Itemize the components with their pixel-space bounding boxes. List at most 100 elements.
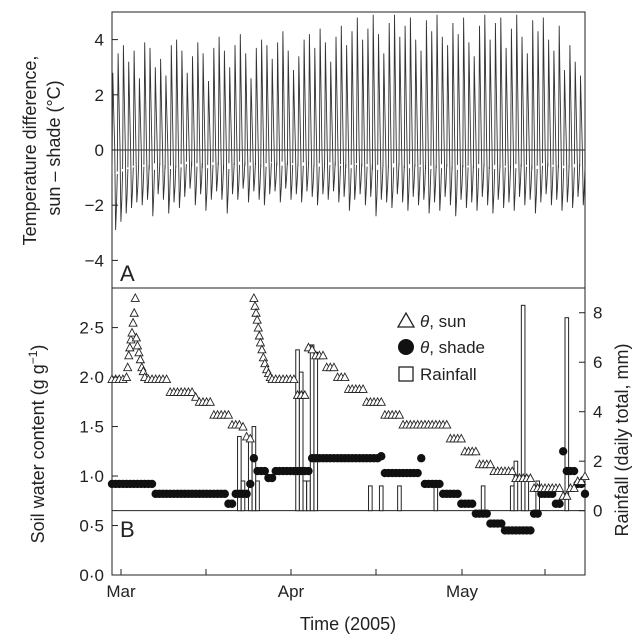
temperature-day-48 xyxy=(366,28,373,197)
rainfall-bar-4 xyxy=(255,480,260,512)
temperature-day-61 xyxy=(435,14,442,211)
sun-point-68 xyxy=(289,374,299,383)
rainfall-bar-15 xyxy=(480,485,486,512)
sun-point-9 xyxy=(127,327,137,337)
panel-a-ytick-label-3: 2 xyxy=(95,86,104,105)
sun-point-143 xyxy=(562,490,572,500)
rainfall-bar-6 xyxy=(298,371,304,512)
sun-point-82 xyxy=(340,372,350,382)
temperature-day-5 xyxy=(138,78,145,206)
temperature-day-70 xyxy=(483,14,490,206)
panel-b-y2-ticks: 0 2 4 6 8 xyxy=(579,304,602,521)
sun-point-48 xyxy=(245,433,256,443)
temperature-day-2 xyxy=(122,45,129,214)
shade-point-107 xyxy=(497,519,506,528)
temperature-day-29 xyxy=(265,45,272,195)
shade-point-85 xyxy=(417,454,426,463)
temperature-day-40 xyxy=(324,42,331,200)
sun-point-12 xyxy=(130,292,141,302)
temperature-day-11 xyxy=(170,45,177,203)
temperature-day-13 xyxy=(180,50,187,197)
temperature-day-75 xyxy=(510,28,517,211)
temperature-day-30 xyxy=(270,58,278,192)
temperature-day-84 xyxy=(557,25,565,211)
panel-b-ytick-label-3: 1·5 xyxy=(79,418,104,437)
panel-a-label: A xyxy=(120,261,135,286)
legend-rainfall-marker xyxy=(398,366,414,382)
sun-point-122 xyxy=(485,459,496,469)
legend-shade-label: θ, shade xyxy=(420,338,485,357)
temperature-day-10 xyxy=(164,75,171,214)
shade-point-44 xyxy=(267,473,277,483)
shade-point-54 xyxy=(304,466,313,476)
legend-sun-suffix: , sun xyxy=(429,312,466,331)
sun-point-25 xyxy=(161,374,172,383)
panel-b-xtick-label-2: Apr xyxy=(278,582,305,601)
shade-point-37 xyxy=(242,489,251,499)
panel-b-ytick-label-2: 1·0 xyxy=(79,467,104,486)
rainfall-bar-14 xyxy=(433,485,439,512)
panel-b-ytick-label-4: 2·0 xyxy=(79,368,104,387)
panel-a-ytick-label-4: 4 xyxy=(95,31,104,50)
sun-point-141 xyxy=(554,482,565,492)
legend-rainfall-label: Rainfall xyxy=(420,365,477,384)
panel-b-y2tick-label-3: 6 xyxy=(593,353,602,372)
temperature-day-51 xyxy=(382,53,389,203)
temperature-day-57 xyxy=(414,39,421,206)
panel-b-ylabel-end: ) xyxy=(28,345,48,351)
temperature-day-58 xyxy=(419,50,427,200)
temperature-day-82 xyxy=(547,39,554,206)
shade-point-84 xyxy=(413,468,422,478)
legend-sun-marker xyxy=(396,311,416,328)
temperature-day-87 xyxy=(573,61,581,197)
rainfall-bar-17 xyxy=(513,460,519,512)
temperature-day-24 xyxy=(239,34,246,189)
sun-point-11 xyxy=(129,307,139,317)
temperature-day-27 xyxy=(255,47,262,200)
rainfall-bar-7 xyxy=(302,480,308,512)
sun-point-6 xyxy=(123,350,134,360)
shade-point-123 xyxy=(555,499,564,508)
temperature-day-31 xyxy=(276,42,283,203)
temperature-day-35 xyxy=(297,56,304,203)
rainfall-bar-5 xyxy=(295,349,300,512)
temperature-day-43 xyxy=(340,25,347,197)
shade-point-38 xyxy=(246,479,255,489)
temperature-day-55 xyxy=(403,25,411,211)
sun-point-50 xyxy=(250,300,260,310)
rainfall-bar-11 xyxy=(368,485,373,512)
temperature-day-36 xyxy=(302,39,310,192)
sun-point-118 xyxy=(471,446,481,456)
sun-point-53 xyxy=(253,322,264,332)
panel-a-ytick-label-1: −2 xyxy=(85,196,104,215)
panel-b-y2tick-label-0: 0 xyxy=(593,502,602,521)
temperature-day-8 xyxy=(154,67,161,195)
sun-point-54 xyxy=(254,330,265,340)
temperature-day-21 xyxy=(223,50,230,214)
rainfall-bar-18 xyxy=(520,304,526,512)
sun-point-37 xyxy=(205,396,215,406)
sun-point-133 xyxy=(525,473,536,482)
temperature-day-32 xyxy=(281,31,288,189)
temperature-difference-trace xyxy=(111,14,586,231)
rainfall-bars xyxy=(237,304,570,512)
shade-point-115 xyxy=(526,526,535,535)
rainfall-bar-8 xyxy=(306,480,311,512)
temperature-day-85 xyxy=(563,69,570,203)
panel-b-xtick-label-0: Mar xyxy=(106,582,136,601)
temperature-day-42 xyxy=(334,36,341,203)
sun-point-49 xyxy=(249,292,259,302)
panel-a-ylabel-line1: Temperature difference, xyxy=(20,56,40,246)
temperature-day-71 xyxy=(488,39,496,214)
sun-point-7 xyxy=(125,342,135,352)
temperature-day-25 xyxy=(244,53,251,203)
temperature-day-9 xyxy=(159,58,166,200)
temperature-day-65 xyxy=(456,34,464,200)
temperature-day-53 xyxy=(393,14,400,195)
temperature-day-80 xyxy=(536,31,543,203)
shade-point-124 xyxy=(558,447,568,456)
temperature-day-73 xyxy=(499,17,506,209)
temperature-day-34 xyxy=(292,69,299,195)
panel-a-ytick-label-2: 0 xyxy=(95,141,104,160)
temperature-day-33 xyxy=(286,50,294,200)
